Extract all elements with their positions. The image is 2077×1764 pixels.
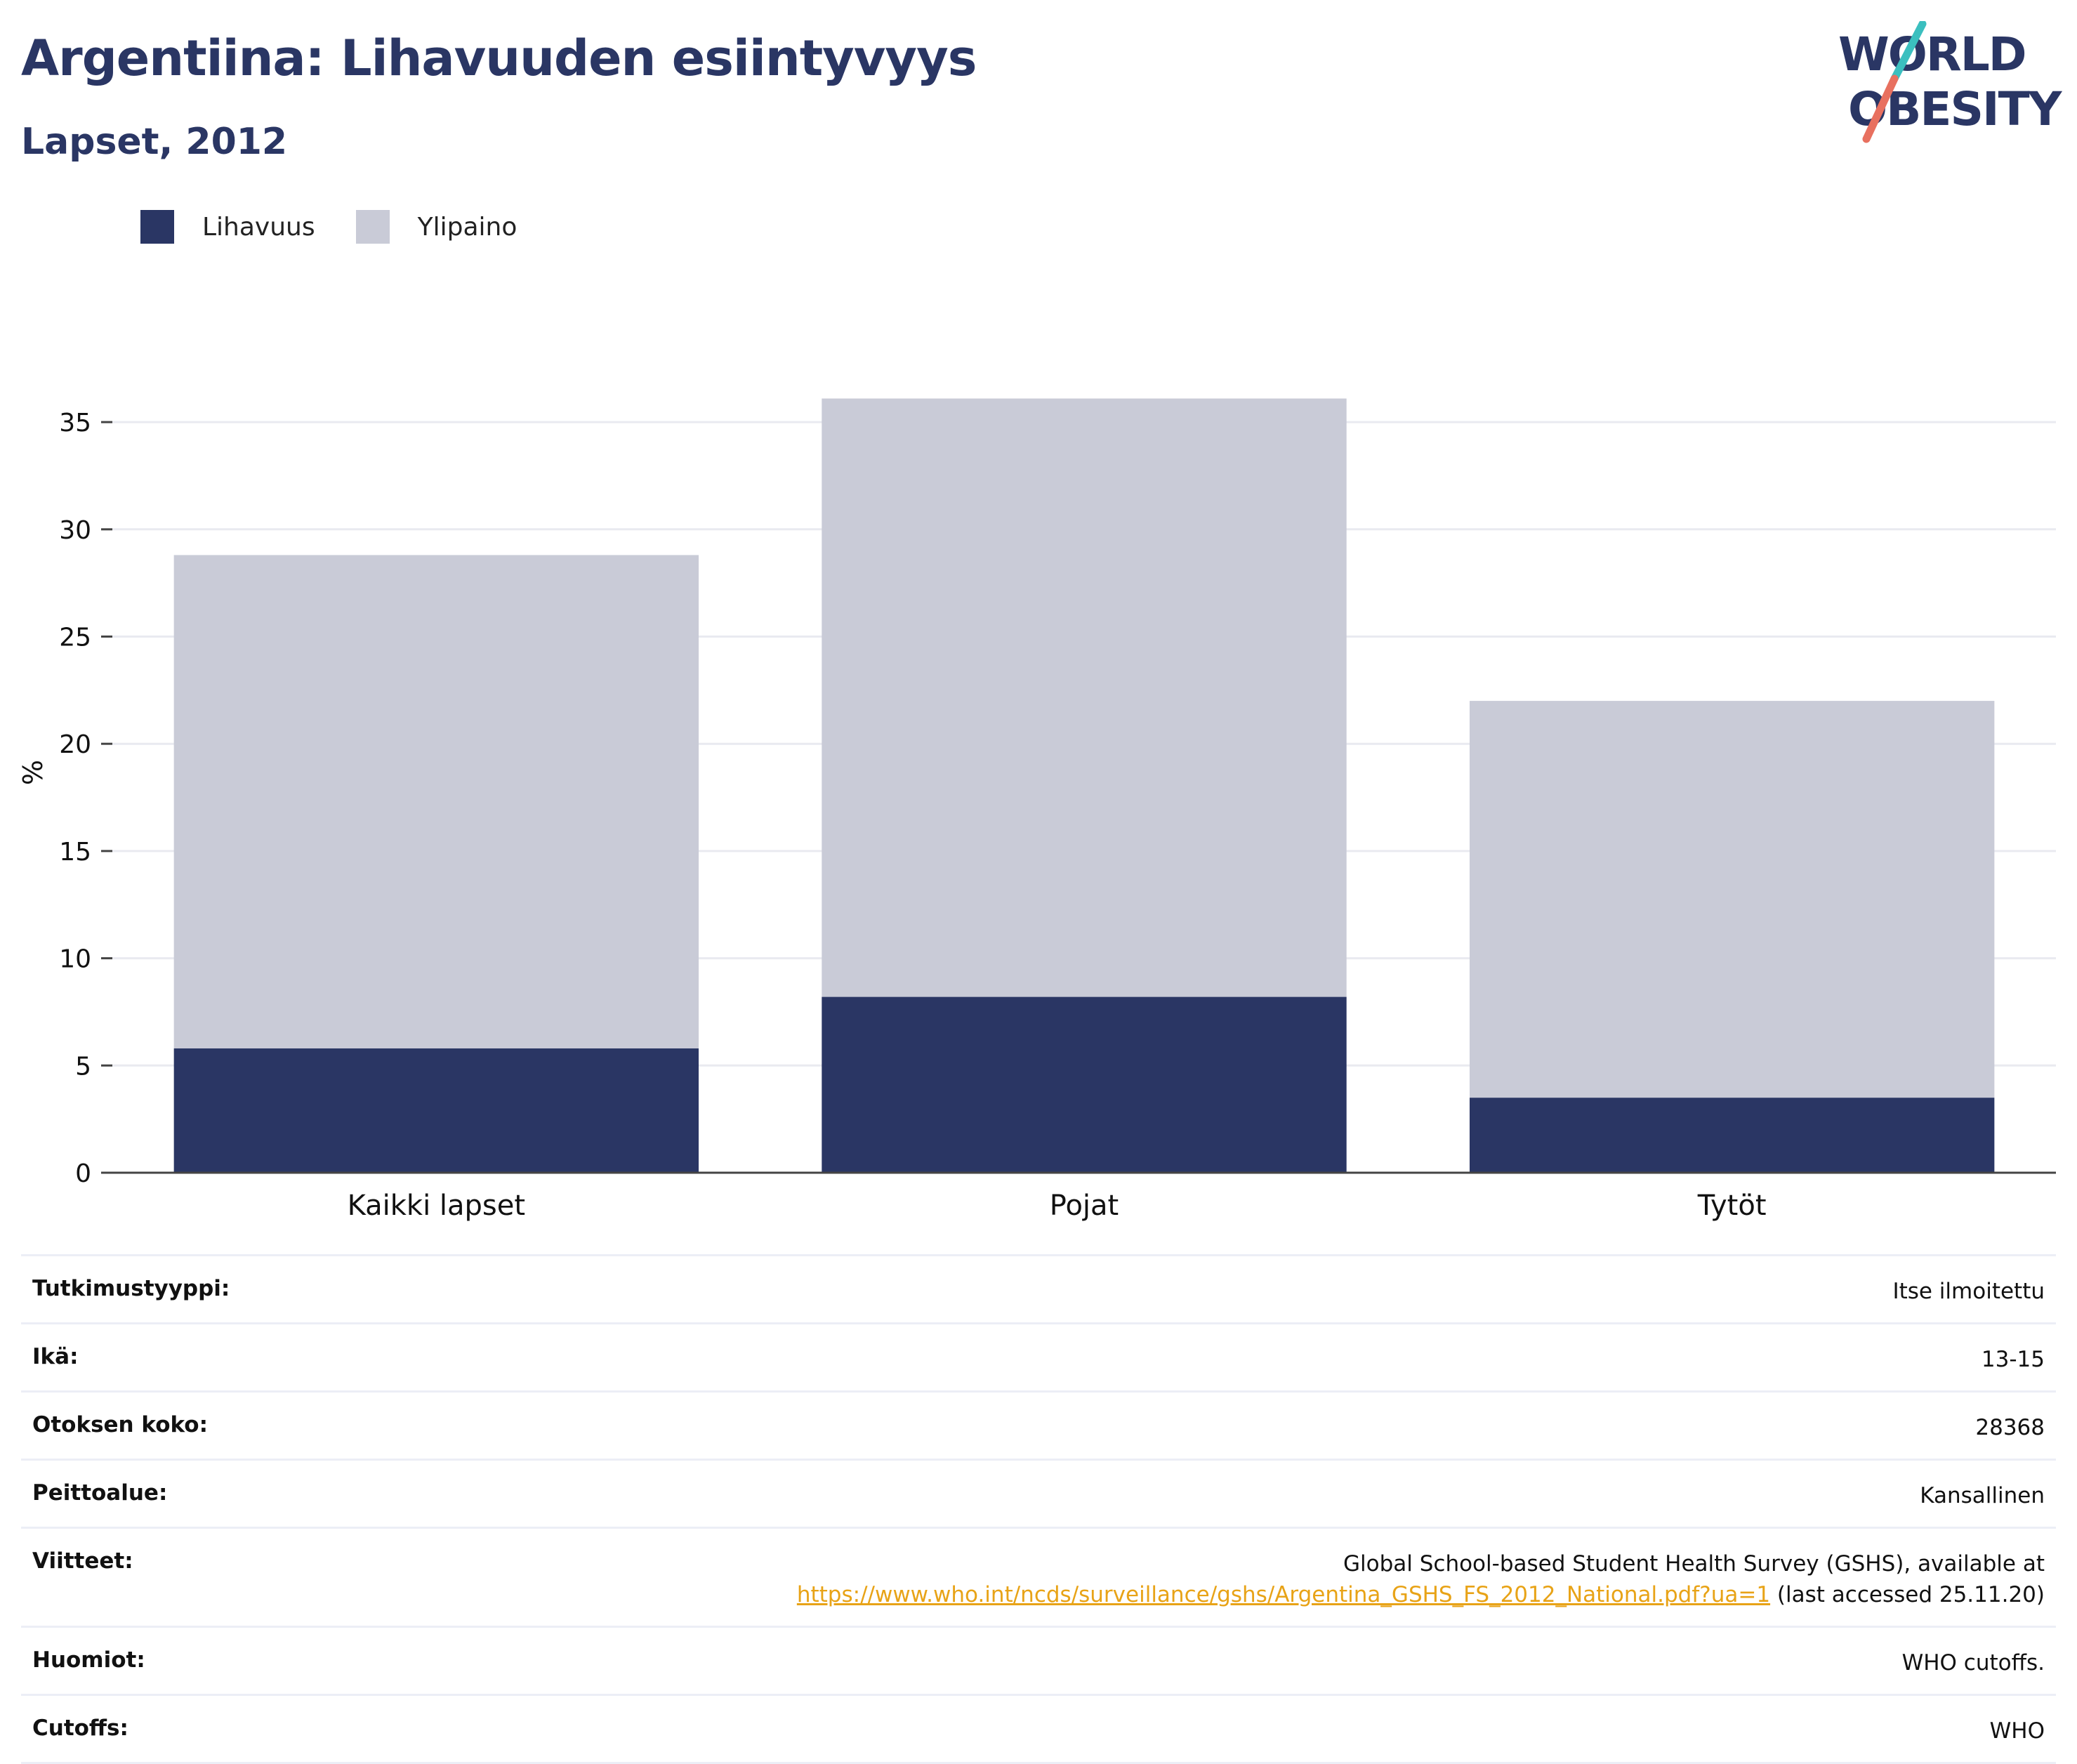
bar-lihavuus-2[interactable] [822,996,1347,1173]
info-value: 28368 [1975,1415,2045,1440]
bar-lihavuus-1[interactable] [173,1048,699,1173]
y-tick-label: 15 [59,838,91,867]
world-obesity-logo: WORLD OBESITY [1838,21,2064,143]
y-tick-label: 35 [59,409,91,437]
legend-item-ylipaino[interactable]: Ylipaino [355,210,517,244]
info-row-sample-size: Otoksen koko: 28368 [21,1390,2056,1459]
reference-link[interactable]: https://www.who.int/ncds/surveillance/gs… [796,1582,1771,1607]
legend-swatch-lihavuus [140,210,174,244]
info-key: Huomiot: [32,1647,145,1673]
y-tick-label: 30 [59,516,91,545]
legend-item-lihavuus[interactable]: Lihavuus [140,210,315,244]
info-key: Tutkimustyyppi: [32,1276,230,1301]
logo-line-world: WORLD [1838,27,2026,81]
info-row-references: Viitteet: Global School-based Student He… [21,1527,2056,1626]
logo-slash-teal [1890,21,1927,83]
y-tick-label: 10 [59,945,91,974]
reference-text: Global School-based Student Health Surve… [1343,1551,2045,1577]
legend-swatch-ylipaino [355,210,390,244]
page-title: Argentiina: Lihavuuden esiintyvyys [21,29,977,87]
reference-suffix: (last accessed 25.11.20) [1770,1582,2045,1607]
bar-chart: 0 5 10 15 20 25 30 35 Kaikki lapset Pojat Tytöt % [18,398,2056,1222]
info-key: Ikä: [32,1344,79,1369]
chart-bars [173,398,1995,1173]
info-key: Peittoalue: [32,1480,168,1506]
info-row-age: Ikä: 13-15 [21,1322,2056,1390]
info-row-study-type: Tutkimustyyppi: Itse ilmoitettu [21,1254,2056,1322]
info-value-references: Global School-based Student Health Surve… [797,1548,2045,1610]
y-axis-ticks: 0 5 10 15 20 25 30 35 [59,409,112,1188]
info-key: Cutoffs: [32,1716,128,1741]
chart-legend: Lihavuus Ylipaino [140,209,558,244]
info-value: Kansallinen [1920,1483,2045,1508]
info-table: Tutkimustyyppi: Itse ilmoitettu Ikä: 13-… [21,1254,2056,1764]
info-key: Otoksen koko: [32,1412,208,1437]
info-value: WHO cutoffs. [1901,1650,2045,1676]
info-value: Itse ilmoitettu [1892,1279,2045,1304]
logo-slash-coral [1862,74,1899,143]
info-row-coverage: Peittoalue: Kansallinen [21,1459,2056,1527]
reference-link-line: https://www.who.int/ncds/surveillance/gs… [797,1579,2045,1610]
info-value: WHO [1989,1718,2045,1744]
bar-ylipaino-2[interactable] [822,398,1347,997]
info-value: 13-15 [1981,1347,2045,1372]
y-axis-label: % [18,760,48,785]
info-row-notes: Huomiot: WHO cutoffs. [21,1626,2056,1694]
bar-ylipaino-1[interactable] [173,555,699,1048]
y-tick-label: 20 [59,730,91,759]
info-row-cutoffs: Cutoffs: WHO [21,1694,2056,1764]
bar-ylipaino-3[interactable] [1469,701,1995,1098]
x-tick-label: Pojat [1050,1190,1119,1222]
legend-label-ylipaino: Ylipaino [417,212,517,242]
y-tick-label: 25 [59,623,91,652]
bar-lihavuus-3[interactable] [1469,1098,1995,1173]
y-tick-label: 5 [75,1052,91,1081]
x-axis-ticks: Kaikki lapset Pojat Tytöt [348,1190,1767,1222]
x-tick-label: Kaikki lapset [348,1190,525,1222]
info-key: Viitteet: [32,1548,133,1574]
legend-label-lihavuus: Lihavuus [202,212,315,242]
page-subtitle: Lapset, 2012 [21,121,288,163]
x-tick-label: Tytöt [1697,1190,1767,1222]
y-tick-label: 0 [75,1159,91,1188]
